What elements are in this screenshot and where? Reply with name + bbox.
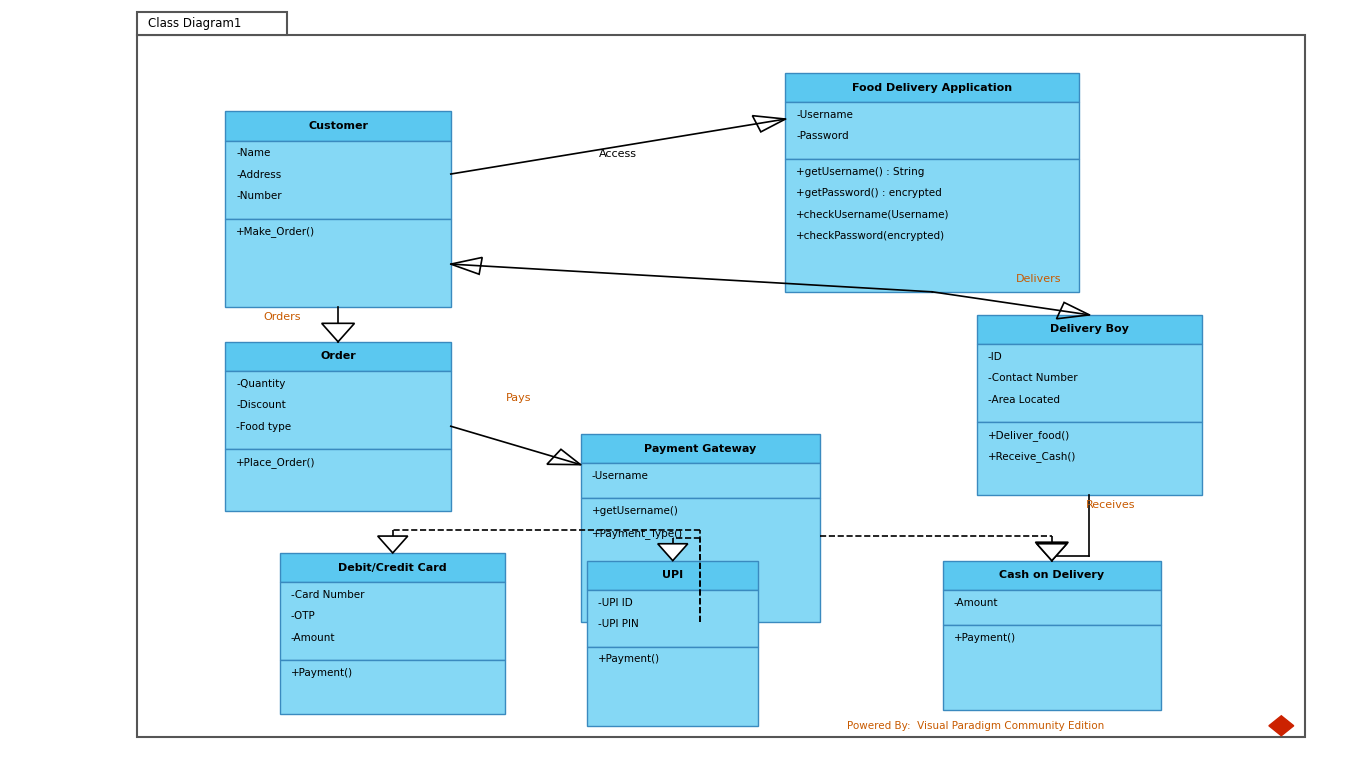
Text: Delivery Boy: Delivery Boy [1050,324,1128,335]
FancyBboxPatch shape [581,434,820,463]
FancyBboxPatch shape [587,647,758,726]
Text: -OTP: -OTP [291,611,316,621]
Text: +Payment(): +Payment() [291,668,352,678]
Text: +checkPassword(encrypted): +checkPassword(encrypted) [796,231,945,241]
Text: Payment Gateway: Payment Gateway [643,443,757,454]
Text: -Contact Number: -Contact Number [988,373,1078,383]
Text: +getUsername(): +getUsername() [591,506,679,516]
Text: +Receive_Cash(): +Receive_Cash() [988,452,1076,462]
FancyBboxPatch shape [137,12,287,35]
FancyBboxPatch shape [280,553,505,582]
Text: Delivers: Delivers [1015,274,1061,284]
Text: -Amount: -Amount [291,633,336,643]
FancyBboxPatch shape [225,141,451,219]
FancyBboxPatch shape [977,315,1202,344]
FancyBboxPatch shape [785,102,1079,159]
FancyBboxPatch shape [280,660,505,714]
Polygon shape [377,536,407,553]
Text: +Payment_Type(): +Payment_Type() [591,528,683,538]
Polygon shape [1269,716,1294,736]
FancyBboxPatch shape [225,449,451,511]
Text: -Discount: -Discount [236,400,285,410]
Text: Receives: Receives [1086,500,1135,510]
Text: UPI: UPI [663,570,683,581]
Text: Access: Access [600,149,637,159]
FancyBboxPatch shape [225,111,451,141]
FancyBboxPatch shape [943,561,1161,590]
FancyBboxPatch shape [977,422,1202,495]
Text: -UPI PIN: -UPI PIN [598,619,639,629]
Polygon shape [321,323,355,342]
Text: +Make_Order(): +Make_Order() [236,227,316,237]
Text: -Amount: -Amount [953,598,999,607]
Text: -Password: -Password [796,131,850,141]
FancyBboxPatch shape [943,625,1161,710]
FancyBboxPatch shape [785,73,1079,102]
FancyBboxPatch shape [280,582,505,660]
Text: Order: Order [320,351,357,362]
Polygon shape [657,544,687,561]
Text: Orders: Orders [262,312,301,322]
Text: +Payment(): +Payment() [598,654,660,664]
Text: +Deliver_food(): +Deliver_food() [988,430,1070,441]
Text: -Username: -Username [796,110,854,120]
Text: Cash on Delivery: Cash on Delivery [1000,570,1104,581]
FancyBboxPatch shape [785,159,1079,292]
FancyBboxPatch shape [225,342,451,371]
FancyBboxPatch shape [581,463,820,498]
FancyBboxPatch shape [587,561,758,590]
Text: +getPassword() : encrypted: +getPassword() : encrypted [796,188,943,198]
Text: +getUsername() : String: +getUsername() : String [796,167,925,177]
FancyBboxPatch shape [587,590,758,647]
FancyBboxPatch shape [581,498,820,622]
Text: Class Diagram1: Class Diagram1 [148,17,240,29]
Text: Powered By:  Visual Paradigm Community Edition: Powered By: Visual Paradigm Community Ed… [847,720,1104,731]
FancyBboxPatch shape [977,344,1202,422]
FancyBboxPatch shape [225,371,451,449]
Text: +Place_Order(): +Place_Order() [236,457,316,468]
Text: Pays: Pays [505,393,531,403]
Text: +checkUsername(Username): +checkUsername(Username) [796,210,949,220]
Text: -Food type: -Food type [236,422,291,432]
Text: -Area Located: -Area Located [988,395,1060,405]
FancyBboxPatch shape [137,35,1305,737]
Text: -Username: -Username [591,471,649,481]
Polygon shape [1037,544,1067,561]
Text: -Card Number: -Card Number [291,590,365,600]
Text: Food Delivery Application: Food Delivery Application [852,82,1012,93]
FancyBboxPatch shape [943,590,1161,625]
Text: +Payment(): +Payment() [953,633,1015,643]
Text: -Quantity: -Quantity [236,379,285,389]
Text: -UPI ID: -UPI ID [598,598,632,607]
FancyBboxPatch shape [225,219,451,307]
Text: -Number: -Number [236,191,281,201]
Text: -ID: -ID [988,352,1003,362]
Polygon shape [1035,542,1068,561]
Text: -Name: -Name [236,148,270,158]
Text: -Address: -Address [236,170,281,180]
Text: Debit/Credit Card: Debit/Credit Card [339,562,447,573]
Text: Customer: Customer [309,121,367,131]
